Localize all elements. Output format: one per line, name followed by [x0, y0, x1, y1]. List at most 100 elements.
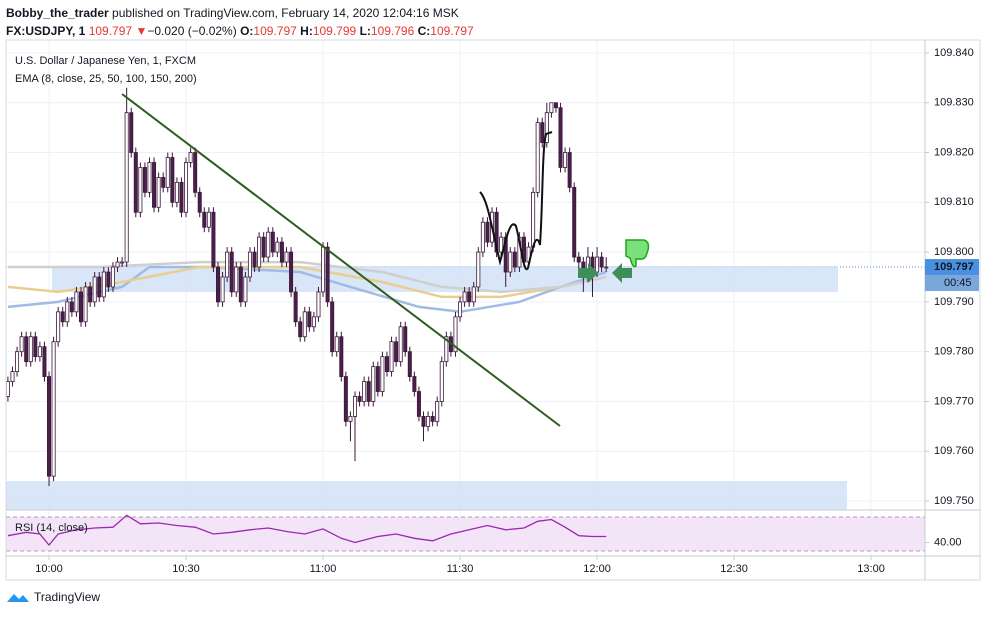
candle-body	[512, 251, 517, 268]
brand: TradingView	[34, 590, 101, 604]
candle-body	[138, 167, 143, 213]
candle-body	[407, 351, 412, 377]
chart: U.S. Dollar / Japanese Yen, 1, FXCM EMA …	[5, 39, 981, 581]
x-tick-label: 11:00	[310, 563, 337, 575]
candle-body	[426, 415, 431, 427]
candle-body	[576, 256, 581, 263]
candle-body	[398, 326, 403, 363]
rsi-line	[7, 514, 607, 547]
candle-body	[343, 376, 348, 422]
candle-body	[97, 276, 102, 298]
candle-body	[197, 191, 202, 213]
candle-body	[266, 231, 271, 258]
candle-body	[202, 211, 207, 228]
ema-line	[7, 265, 607, 314]
y-tick-label: 109.780	[934, 346, 974, 358]
price-tag	[925, 259, 979, 276]
candle-body	[211, 211, 216, 268]
candle-body	[403, 326, 408, 353]
candle-body	[476, 251, 481, 288]
publish-line: Bobby_the_trader published on TradingVie…	[6, 4, 474, 22]
candle-body	[47, 376, 52, 477]
candle-body	[384, 356, 389, 372]
candle-body	[471, 286, 476, 303]
x-tick-label: 10:00	[35, 563, 63, 575]
candle-body	[275, 241, 280, 253]
symbol: FX:USDJPY, 1	[6, 24, 86, 38]
candle-body	[302, 311, 307, 338]
candle-body	[24, 336, 29, 363]
candle-body	[334, 336, 339, 353]
y-tick-label: 109.820	[934, 146, 974, 158]
x-tick-label: 13:00	[857, 563, 885, 575]
candle-body	[78, 291, 83, 323]
candle-body	[88, 286, 93, 303]
candle-body	[188, 152, 193, 163]
zone	[6, 481, 847, 510]
candle-body	[69, 301, 74, 313]
candle-body	[270, 231, 275, 253]
candle-body	[179, 181, 184, 213]
candle-body	[142, 167, 147, 193]
y-tick-label: 109.770	[934, 395, 974, 407]
l-label: L:	[359, 24, 371, 38]
candle-body	[124, 112, 129, 263]
candle-body	[353, 396, 358, 417]
x-tick-label: 10:30	[172, 563, 200, 575]
candle-body	[366, 381, 371, 402]
published: published on TradingView.com, February 1…	[112, 6, 459, 20]
candle-body	[115, 261, 120, 268]
candle-body	[65, 301, 70, 323]
h: 109.799	[312, 24, 357, 38]
h-label: H:	[300, 24, 313, 38]
candle-body	[92, 276, 97, 303]
candle-body	[225, 251, 230, 278]
candle-body	[531, 191, 536, 248]
candle-body	[238, 266, 243, 303]
candle-body	[206, 211, 211, 228]
candle-body	[325, 246, 330, 303]
candle-body	[110, 266, 115, 288]
candle-body	[480, 221, 485, 253]
candle-body	[544, 112, 549, 143]
candle-body	[152, 162, 157, 208]
o: 109.797	[253, 24, 297, 38]
candle-body	[129, 112, 134, 153]
candle-body	[563, 152, 568, 168]
candle-body	[316, 291, 321, 318]
candle-body	[339, 336, 344, 377]
candle-body	[28, 336, 33, 363]
candle-body	[60, 311, 65, 323]
candle-body	[193, 152, 198, 193]
candle-body	[394, 341, 399, 363]
candle-body	[371, 366, 376, 402]
c: 109.797	[430, 24, 474, 38]
candle-body	[453, 316, 458, 353]
candle-body	[133, 152, 138, 213]
candle-body	[156, 177, 161, 208]
candle-body	[174, 181, 179, 203]
candle-body	[444, 336, 449, 363]
candle-body	[234, 266, 239, 293]
y-tick-label: 109.800	[934, 246, 974, 258]
candles	[5, 87, 609, 487]
candle-body	[485, 221, 490, 243]
candle-body	[430, 415, 435, 422]
candle-body	[321, 246, 326, 293]
candle-body	[279, 241, 284, 263]
o-label: O:	[240, 24, 254, 38]
l: 109.796	[370, 24, 415, 38]
candle-body	[362, 381, 367, 402]
candle-body	[595, 256, 600, 273]
candle-body	[421, 415, 426, 427]
candle-body	[56, 311, 61, 343]
countdown: 00:45	[944, 277, 972, 289]
x-tick-label: 12:30	[720, 563, 748, 575]
candle-body	[389, 341, 394, 372]
candle-body	[558, 107, 563, 168]
candle-body	[257, 236, 262, 268]
candle-body	[535, 122, 540, 193]
candle-body	[170, 157, 175, 203]
candle-body	[147, 162, 152, 193]
